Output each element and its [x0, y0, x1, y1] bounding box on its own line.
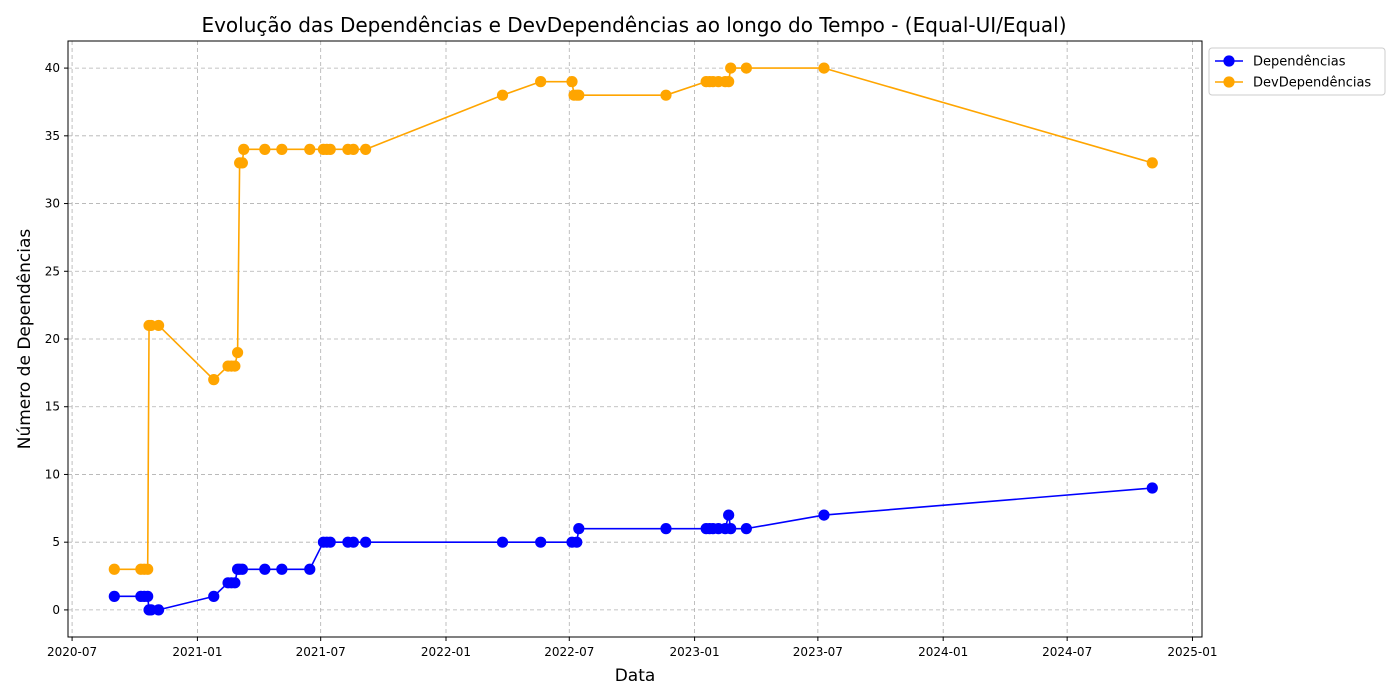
legend-marker [1223, 76, 1235, 88]
data-point [360, 536, 372, 548]
data-point [324, 143, 336, 155]
legend-label: DevDependências [1253, 76, 1371, 91]
legend-label: Dependências [1253, 55, 1346, 70]
data-point [142, 563, 154, 575]
data-point [304, 563, 316, 575]
y-tick-label: 25 [45, 264, 60, 278]
y-tick-label: 35 [45, 129, 60, 143]
data-point [725, 62, 737, 74]
x-tick-label: 2020-07 [47, 645, 97, 659]
data-point [573, 523, 585, 535]
x-tick-label: 2022-07 [544, 645, 594, 659]
y-tick-label: 5 [52, 535, 60, 549]
x-tick-label: 2024-01 [918, 645, 968, 659]
data-point [360, 143, 372, 155]
data-point [276, 143, 288, 155]
data-point [571, 536, 583, 548]
x-tick-label: 2021-01 [172, 645, 222, 659]
data-point [496, 89, 509, 101]
data-point [1146, 482, 1158, 494]
data-point [573, 89, 585, 101]
data-point [108, 590, 120, 602]
data-point [276, 563, 288, 575]
data-point [818, 62, 830, 74]
data-point [740, 62, 752, 74]
legend-item: DevDependências [1215, 76, 1371, 91]
data-point [535, 536, 547, 548]
data-point [535, 76, 547, 88]
y-axis-label: Número de Dependências [15, 229, 35, 450]
data-point [208, 374, 220, 386]
data-point [152, 319, 165, 332]
x-tick-label: 2021-07 [296, 645, 346, 659]
x-tick-label: 2022-01 [421, 645, 471, 659]
x-tick-label: 2024-07 [1042, 645, 1092, 659]
data-point [660, 89, 672, 101]
data-point [259, 143, 271, 155]
grid-layer [68, 41, 1202, 637]
y-tick-label: 15 [45, 400, 60, 414]
y-axis-ticks: 0 5 10 15 20 25 30 35 40 [45, 61, 68, 617]
series-layer [108, 62, 1158, 616]
data-point [208, 590, 220, 602]
data-point [238, 143, 250, 155]
series-line [114, 67, 1153, 571]
x-tick-label: 2023-01 [670, 645, 720, 659]
data-point [231, 346, 244, 359]
legend: Dependências DevDependências [1208, 47, 1386, 96]
data-point [152, 604, 165, 616]
data-point [304, 143, 316, 155]
data-point [496, 536, 509, 548]
data-point [229, 360, 241, 372]
x-tick-label: 2023-07 [793, 645, 843, 659]
y-tick-label: 0 [52, 603, 60, 617]
x-axis-ticks: 2020-07 2021-01 2021-07 2022-01 2022-07 2023-… [47, 637, 1218, 659]
data-point [660, 523, 672, 535]
data-point [229, 577, 241, 589]
legend-item: Dependências [1215, 55, 1346, 70]
data-point [108, 563, 120, 575]
data-point [723, 76, 735, 88]
x-axis-label: Data [615, 666, 656, 686]
data-point [725, 523, 737, 535]
series-line [114, 487, 1153, 611]
chart-title: Evolução das Dependências e DevDependênc… [201, 13, 1066, 37]
data-point [236, 157, 248, 169]
y-tick-label: 20 [45, 332, 60, 346]
data-point [818, 509, 830, 521]
legend-frame [1208, 47, 1386, 96]
legend-marker [1223, 55, 1235, 67]
y-tick-label: 40 [45, 61, 60, 75]
data-point [347, 536, 359, 548]
data-point [1146, 157, 1158, 169]
data-point [566, 76, 578, 88]
data-point [259, 563, 271, 575]
data-point [324, 536, 336, 548]
y-tick-label: 10 [45, 467, 60, 481]
series-dependencias [108, 482, 1158, 616]
data-point [740, 523, 752, 535]
series-devdependencias [108, 62, 1158, 575]
x-tick-label: 2025-01 [1167, 645, 1217, 659]
y-tick-label: 30 [45, 197, 60, 211]
data-point [236, 563, 248, 575]
data-point [142, 590, 154, 602]
data-point [723, 509, 735, 521]
data-point [347, 143, 359, 155]
